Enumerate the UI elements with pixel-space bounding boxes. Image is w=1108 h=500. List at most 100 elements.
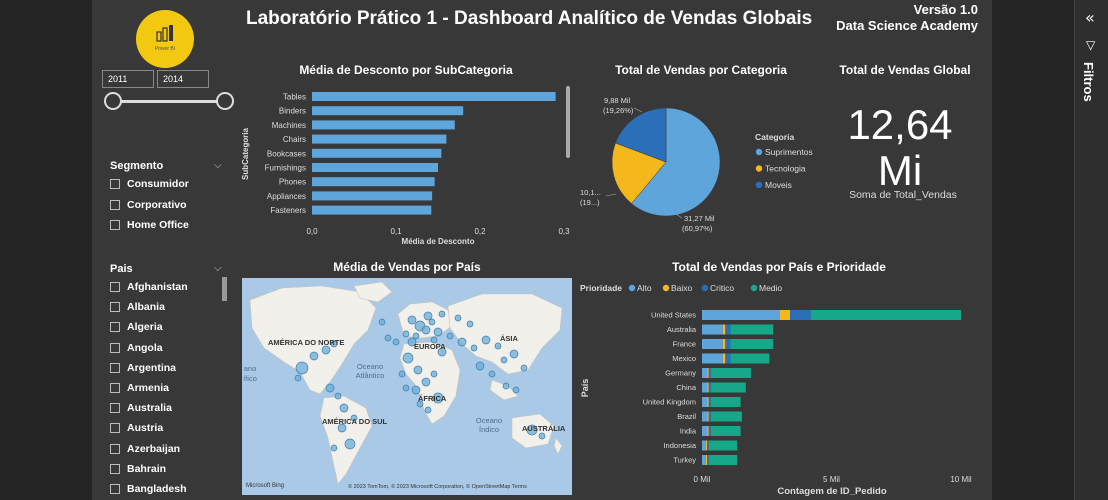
country-bar-segment-baixo (722, 324, 726, 335)
sales-map[interactable]: AMÉRICA DO NORTE EUROPA ÁSIA ÁFRICA AMÉRICA … (242, 278, 572, 495)
map-continent-label: AMÉRICA DO SUL (322, 417, 388, 426)
pais-item-label: Armenia (127, 382, 170, 394)
map-bubble (378, 318, 386, 326)
collapse-chevron-icon[interactable]: « (1085, 8, 1095, 27)
year-slider-end-handle[interactable] (216, 92, 234, 110)
segmento-checkbox[interactable] (110, 220, 120, 230)
pais-item[interactable]: Algeria (110, 320, 163, 334)
kpi-subtitle: Soma de Total_Vendas (849, 189, 957, 201)
country-bar-segment-alto (702, 382, 708, 393)
pais-checkbox[interactable] (110, 423, 120, 434)
map-bubble (488, 370, 496, 378)
country-bar-segment-baixo (707, 382, 709, 393)
country-legend-label: Critico (710, 283, 734, 293)
map-bubble (413, 365, 423, 375)
pais-checkbox[interactable] (110, 383, 120, 393)
country-category-label: France (673, 340, 696, 349)
filter-pane-label[interactable]: Filtros (1081, 62, 1096, 102)
powerbi-bars-icon (156, 25, 173, 42)
discount-bar (312, 163, 438, 172)
country-bar-segment-alto (702, 397, 708, 407)
pais-item-label: Bahrain (127, 462, 167, 475)
map-bubble (407, 315, 417, 325)
pais-item[interactable]: Azerbaijan (110, 442, 180, 456)
segmento-checkbox[interactable] (110, 179, 120, 189)
pais-checkbox[interactable] (110, 443, 120, 454)
pais-scrollbar[interactable] (222, 277, 227, 301)
segmento-checkbox[interactable] (110, 199, 120, 210)
pais-item-label: Argentina (127, 361, 177, 374)
discount-bar (312, 92, 556, 101)
segmento-chevron-icon[interactable]: ⌵ (214, 160, 222, 171)
segmento-item[interactable]: Home Office (110, 218, 189, 232)
country-bar-segment-alto (702, 411, 708, 422)
country-category-label: Australia (667, 325, 697, 334)
country-bar-segment-baixo (707, 368, 709, 378)
map-bubble (309, 351, 319, 361)
country-chart-title: Total de Vendas por País e Prioridade (672, 260, 886, 274)
discount-bar (312, 177, 435, 187)
pais-item[interactable]: Austria (110, 421, 163, 435)
pais-checkbox[interactable] (110, 282, 120, 292)
page-title: Laboratório Prático 1 - Dashboard Analít… (246, 8, 813, 29)
pie-label-moveis-value: 9,88 Mil (604, 96, 631, 105)
pais-item-label: Austria (127, 422, 164, 435)
pie-slice-tecnologia (611, 142, 667, 204)
country-bar-segment-critico (725, 339, 731, 349)
year-slider-track[interactable] (112, 100, 226, 103)
map-bubble (392, 338, 400, 346)
discount-category-label: Bookcases (267, 149, 306, 158)
map-attribution[interactable]: © 2023 TomTom, © 2023 Microsoft Corporat… (348, 484, 527, 490)
pais-item[interactable]: Argentina (110, 361, 176, 375)
country-bar-segment-baixo (707, 426, 709, 436)
segmento-item[interactable]: Consumidor (110, 177, 189, 191)
country-bar-segment-alto (702, 455, 706, 465)
country-bar-segment-medio (710, 397, 741, 407)
country-bar-segment-alto (702, 339, 723, 349)
pais-item[interactable]: Australia (110, 401, 172, 415)
segmento-slicer-title: Segmento (110, 160, 164, 172)
discount-bar (312, 106, 464, 116)
pais-checkbox[interactable] (110, 403, 120, 414)
pais-item[interactable]: Bahrain (110, 462, 166, 476)
country-x-tick: 10 Mil (950, 475, 972, 484)
map-bubble (538, 432, 546, 440)
outer-left-bg (0, 0, 92, 500)
start-year-input[interactable]: 2011 (102, 70, 154, 88)
pais-item[interactable]: Albania (110, 300, 165, 314)
pais-item[interactable]: Angola (110, 341, 163, 355)
pais-item[interactable]: Bangladesh (110, 482, 187, 496)
discount-y-axis-label: SubCategoria (241, 127, 250, 180)
pais-checkbox[interactable] (110, 322, 120, 333)
pais-item[interactable]: Armenia (110, 381, 169, 395)
segmento-item-label: Corporativo (127, 198, 187, 211)
version-block: Versão 1.0 Data Science Academy (836, 2, 978, 34)
country-bar-segment-medio (710, 368, 751, 378)
pais-checkbox[interactable] (110, 362, 120, 373)
country-bar-segment-baixo (779, 310, 791, 320)
discount-chart-scrollbar[interactable] (566, 86, 570, 158)
country-legend-marker (628, 284, 636, 292)
pie-legend-marker (755, 181, 763, 189)
country-legend-title: Prioridade (580, 283, 622, 293)
pais-chevron-icon[interactable]: ⌵ (214, 263, 222, 274)
map-bubble (454, 314, 462, 322)
pais-checkbox[interactable] (110, 302, 120, 313)
kpi-value-unit: Mi (877, 147, 923, 194)
map-continent-label: AUSTRÁLIA (522, 424, 566, 433)
map-title: Média de Vendas por País (333, 260, 481, 274)
country-bar-segment-medio (710, 426, 741, 436)
pais-item[interactable]: Afghanistan (110, 280, 188, 294)
pais-checkbox[interactable] (110, 484, 120, 494)
map-bubble (494, 342, 502, 350)
pais-checkbox[interactable] (110, 342, 120, 353)
filter-pane[interactable]: « ▽ Filtros (1074, 0, 1108, 500)
segmento-item[interactable]: Corporativo (110, 198, 187, 212)
map-ocean-label: ano (243, 364, 257, 373)
pie-label-moveis-pct: (19,26%) (603, 106, 634, 115)
country-category-label: United States (651, 311, 696, 320)
map-bubble (481, 335, 491, 345)
end-year-input[interactable]: 2014 (157, 70, 209, 88)
year-slider-start-handle[interactable] (104, 92, 122, 110)
pais-checkbox[interactable] (110, 463, 120, 474)
